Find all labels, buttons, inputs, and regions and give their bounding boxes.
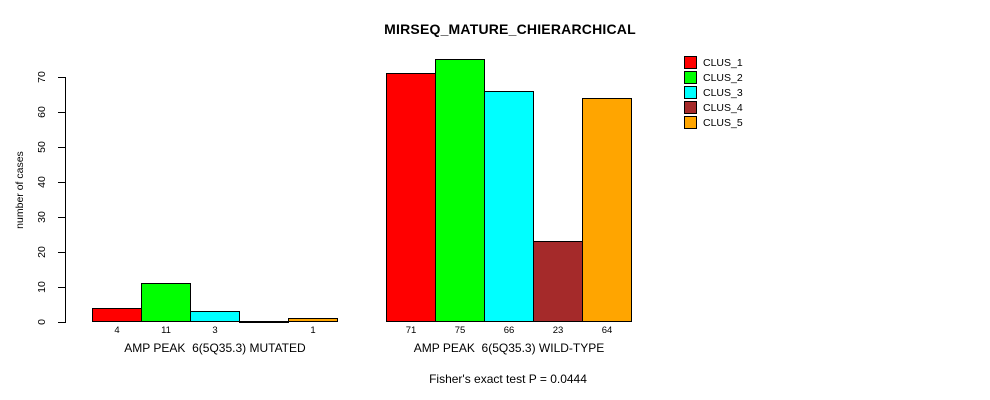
y-axis-label: number of cases bbox=[14, 151, 26, 229]
y-axis-tick-label: 40 bbox=[36, 176, 48, 188]
y-axis-tick bbox=[58, 322, 65, 323]
bar-value-label: 64 bbox=[601, 325, 613, 336]
legend-swatch-icon bbox=[684, 86, 697, 99]
bar-value-label: 4 bbox=[114, 325, 120, 336]
legend-item-clus_5: CLUS_5 bbox=[684, 115, 743, 130]
y-axis-tick-label: 70 bbox=[36, 71, 48, 83]
legend-swatch-icon bbox=[684, 71, 697, 84]
bar-clus_5-group1 bbox=[288, 318, 338, 322]
legend-item-clus_3: CLUS_3 bbox=[684, 85, 743, 100]
legend-item-clus_4: CLUS_4 bbox=[684, 100, 743, 115]
y-axis-tick bbox=[58, 112, 65, 113]
bar-value-label: 71 bbox=[405, 325, 417, 336]
y-axis-tick bbox=[58, 77, 65, 78]
bar-value-label: 1 bbox=[310, 325, 316, 336]
bar-value-label: 3 bbox=[212, 325, 218, 336]
legend-label: CLUS_3 bbox=[703, 86, 743, 99]
legend-swatch-icon bbox=[684, 101, 697, 114]
legend-item-clus_1: CLUS_1 bbox=[684, 55, 743, 70]
group-label-wild-type: AMP PEAK 6(5Q35.3) WILD-TYPE bbox=[413, 341, 605, 355]
bar-clus_1-group1 bbox=[92, 308, 142, 322]
y-axis-line bbox=[65, 77, 66, 323]
legend-swatch-icon bbox=[684, 116, 697, 129]
y-axis-tick-label: 30 bbox=[36, 211, 48, 223]
legend-swatch-icon bbox=[684, 56, 697, 69]
chart-title: MIRSEQ_MATURE_CHIERARCHICAL bbox=[384, 21, 636, 37]
bar-clus_4-group2 bbox=[533, 241, 583, 322]
bar-clus_5-group2 bbox=[582, 98, 632, 322]
bar-value-label: 66 bbox=[503, 325, 515, 336]
y-axis-tick-label: 0 bbox=[36, 319, 48, 325]
y-axis-tick bbox=[58, 182, 65, 183]
legend-label: CLUS_2 bbox=[703, 71, 743, 84]
fisher-test-annotation: Fisher's exact test P = 0.0444 bbox=[429, 372, 587, 386]
y-axis-tick bbox=[58, 147, 65, 148]
bar-clus_1-group2 bbox=[386, 73, 436, 322]
bar-clus_2-group2 bbox=[435, 59, 485, 322]
y-axis-tick bbox=[58, 217, 65, 218]
bar-value-label: 23 bbox=[552, 325, 564, 336]
legend-label: CLUS_5 bbox=[703, 116, 743, 129]
group-label-mutated: AMP PEAK 6(5Q35.3) MUTATED bbox=[124, 341, 306, 355]
y-axis-tick bbox=[58, 287, 65, 288]
bar-clus_3-group2 bbox=[484, 91, 534, 322]
legend: CLUS_1 CLUS_2 CLUS_3 CLUS_4 CLUS_5 bbox=[684, 55, 743, 130]
y-axis-tick bbox=[58, 252, 65, 253]
y-axis-tick-label: 20 bbox=[36, 246, 48, 258]
legend-item-clus_2: CLUS_2 bbox=[684, 70, 743, 85]
bar-clus_2-group1 bbox=[141, 283, 191, 322]
bar-clus_3-group1 bbox=[190, 311, 240, 322]
y-axis-tick-label: 60 bbox=[36, 106, 48, 118]
bar-value-label: 11 bbox=[161, 325, 171, 336]
legend-label: CLUS_4 bbox=[703, 101, 743, 114]
bar-value-label: 75 bbox=[454, 325, 466, 336]
y-axis-tick-label: 10 bbox=[36, 281, 48, 293]
legend-label: CLUS_1 bbox=[703, 56, 743, 69]
bar-clus_4-group1 bbox=[239, 321, 289, 323]
y-axis-tick-label: 50 bbox=[36, 141, 48, 153]
